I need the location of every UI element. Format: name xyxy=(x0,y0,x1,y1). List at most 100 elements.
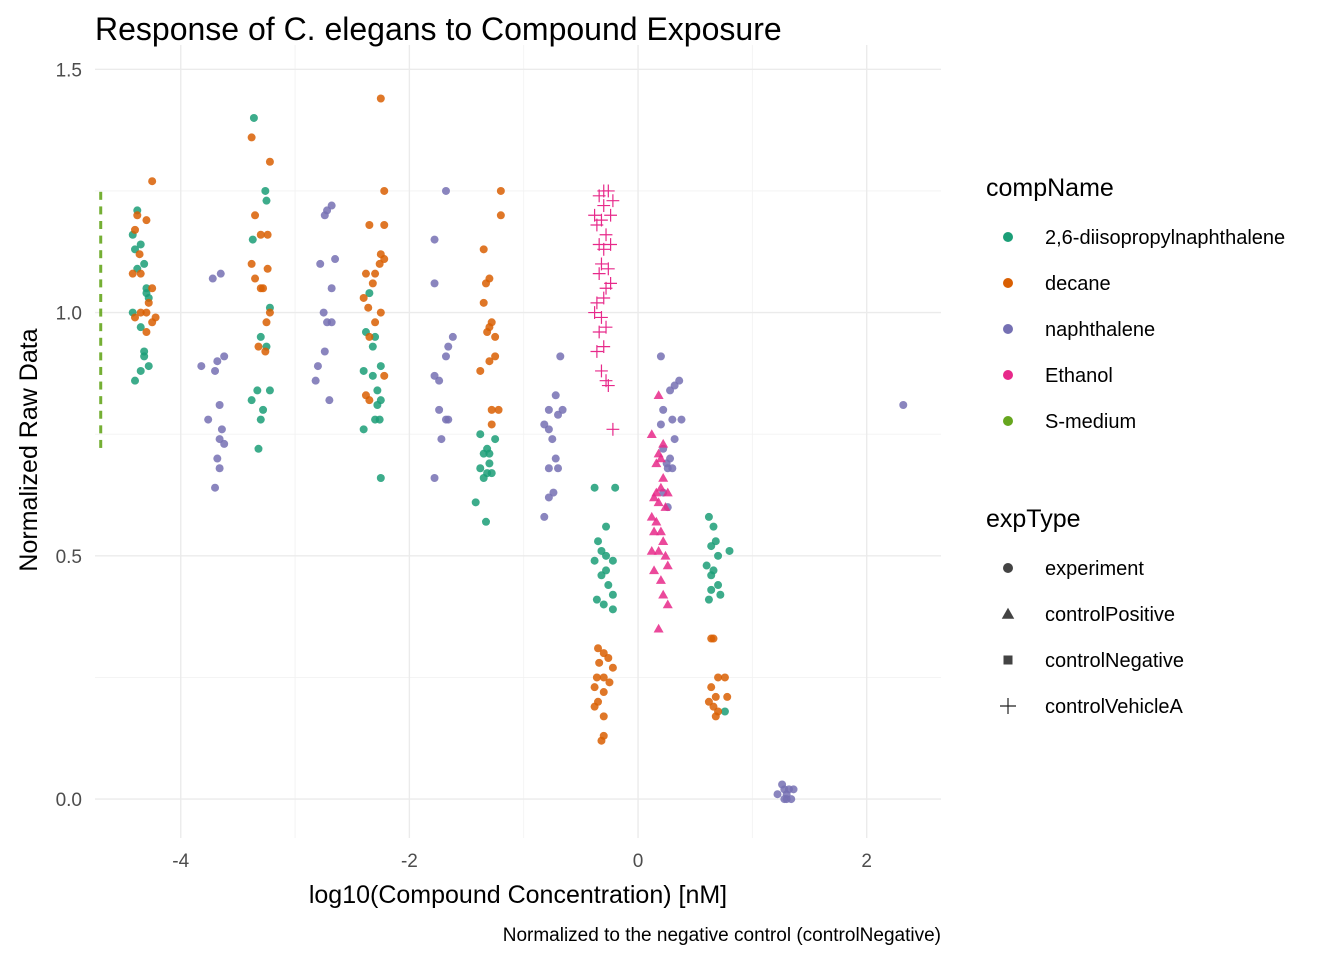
data-point-circle xyxy=(128,269,137,278)
data-point-triangle xyxy=(653,545,664,555)
legend-item-label: decane xyxy=(1045,273,1111,295)
data-point-circle xyxy=(368,342,377,351)
x-axis-title: log10(Compound Concentration) [nM] xyxy=(309,881,727,909)
data-point-s-medium xyxy=(99,323,103,332)
data-point-circle xyxy=(371,318,380,327)
data-point-circle xyxy=(197,362,206,371)
data-point-circle xyxy=(254,342,263,351)
data-point-circle xyxy=(556,352,565,361)
data-point-circle xyxy=(261,186,270,195)
y-tick-label: 0.0 xyxy=(56,790,82,811)
data-point-circle xyxy=(148,177,157,186)
data-point-plus xyxy=(595,257,608,271)
data-point-circle xyxy=(435,405,444,414)
data-point-circle xyxy=(491,332,500,341)
data-point-s-medium xyxy=(99,250,103,259)
data-point-triangle xyxy=(653,623,664,633)
data-point-circle xyxy=(142,308,151,317)
data-point-circle xyxy=(327,318,336,327)
data-point-circle xyxy=(364,303,373,312)
data-point-plus xyxy=(599,228,613,242)
data-point-circle xyxy=(441,352,450,361)
data-point-circle xyxy=(611,483,620,492)
data-point-plus xyxy=(597,340,611,354)
data-point-circle xyxy=(256,230,265,239)
legend-item-label: experiment xyxy=(1045,558,1144,580)
data-point-plus xyxy=(599,320,613,334)
data-point-circle xyxy=(668,415,677,424)
data-point-circle xyxy=(211,366,220,375)
data-point-circle xyxy=(261,347,270,356)
data-point-circle xyxy=(485,357,494,366)
data-point-s-medium xyxy=(99,352,103,361)
data-point-circle xyxy=(253,386,262,395)
data-point-triangle xyxy=(662,560,673,570)
data-point-circle xyxy=(608,605,617,614)
data-point-circle xyxy=(373,386,382,395)
data-point-circle xyxy=(365,221,374,230)
data-point-plus xyxy=(606,194,620,208)
data-point-circle xyxy=(327,284,336,293)
data-point-circle xyxy=(441,186,450,195)
data-point-plus xyxy=(601,184,615,198)
data-point-circle xyxy=(594,537,603,546)
data-point-circle xyxy=(247,259,256,268)
data-point-circle xyxy=(702,561,711,570)
data-point-circle xyxy=(131,313,140,322)
data-point-circle xyxy=(704,595,713,604)
data-point-circle xyxy=(668,464,677,473)
legend: compName 2,6-diisopropylnaphthalene decane… xyxy=(986,174,1285,718)
data-point-triangle xyxy=(649,565,660,575)
data-point-circle xyxy=(265,386,274,395)
data-point-triangle xyxy=(649,492,660,502)
data-point-plus xyxy=(595,311,608,324)
data-point-triangle xyxy=(649,526,660,536)
data-point-circle xyxy=(376,362,385,371)
data-point-circle xyxy=(554,410,563,419)
data-point-circle xyxy=(595,658,604,667)
data-point-circle xyxy=(136,308,145,317)
data-point-circle xyxy=(215,464,224,473)
data-point-triangle xyxy=(658,438,669,448)
data-point-circle xyxy=(320,347,329,356)
data-point-circle xyxy=(380,186,389,195)
data-point-circle xyxy=(215,401,224,410)
x-tick-label: 2 xyxy=(861,851,872,872)
data-point-s-medium xyxy=(99,191,103,200)
data-point-circle xyxy=(265,157,274,166)
data-point-circle xyxy=(707,571,716,580)
data-point-s-medium xyxy=(99,279,103,288)
y-tick-label: 1.0 xyxy=(56,304,82,325)
data-point-circle xyxy=(485,449,494,458)
legend-shape-square xyxy=(1003,655,1013,665)
data-point-triangle xyxy=(655,482,666,492)
data-point-circle xyxy=(263,230,272,239)
data-point-circle xyxy=(213,454,222,463)
data-point-circle xyxy=(659,405,668,414)
data-point-circle xyxy=(365,396,374,405)
data-point-circle xyxy=(247,396,256,405)
data-point-s-medium xyxy=(99,337,103,346)
data-point-plus xyxy=(597,291,611,305)
legend-shape-plus xyxy=(1000,698,1016,714)
data-point-circle xyxy=(709,522,718,531)
data-point-circle xyxy=(376,308,385,317)
data-point-circle xyxy=(144,298,153,307)
data-point-circle xyxy=(899,401,908,410)
data-point-circle xyxy=(479,449,488,458)
data-point-circle xyxy=(319,308,328,317)
data-point-circle xyxy=(483,328,492,337)
data-point-circle xyxy=(544,405,553,414)
data-point-plus xyxy=(604,238,618,251)
data-point-plus xyxy=(590,218,604,232)
data-point-triangle xyxy=(646,545,657,555)
data-point-circle xyxy=(496,211,505,220)
data-point-circle xyxy=(265,308,274,317)
data-point-circle xyxy=(656,352,665,361)
data-point-circle xyxy=(256,415,265,424)
data-point-s-medium xyxy=(99,410,103,419)
data-point-circle xyxy=(656,420,665,429)
data-point-plus xyxy=(597,199,611,212)
data-point-circle xyxy=(608,556,617,565)
data-point-circle xyxy=(711,712,720,721)
